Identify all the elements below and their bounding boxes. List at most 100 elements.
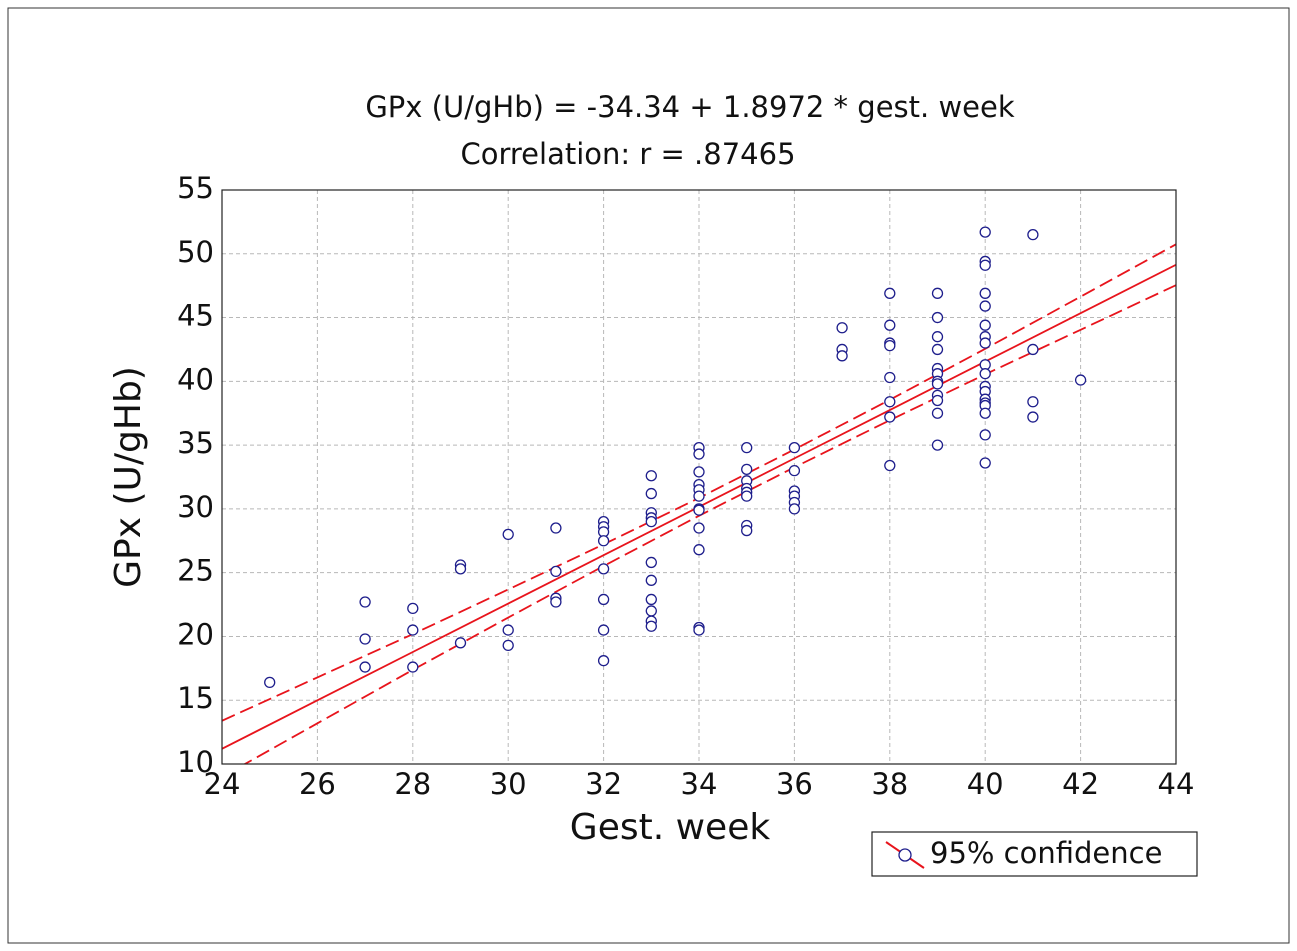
data-point [884, 339, 896, 352]
data-point [550, 522, 562, 534]
data-point [1027, 228, 1039, 241]
data-point [931, 343, 944, 356]
data-point [645, 487, 657, 500]
data-point [597, 563, 610, 575]
data-point [645, 556, 657, 569]
x-tick-label: 44 [1158, 767, 1195, 801]
data-point [836, 322, 848, 334]
data-point [884, 287, 896, 299]
data-point [884, 319, 896, 331]
x-tick-label: 36 [776, 767, 813, 801]
data-point [931, 311, 944, 324]
data-point [264, 676, 276, 689]
data-point [645, 574, 657, 586]
data-point [407, 624, 419, 636]
data-point [645, 620, 657, 632]
data-point [979, 226, 991, 238]
data-point [884, 411, 896, 423]
legend-marker [898, 848, 912, 862]
data-point [979, 457, 991, 469]
data-point [407, 661, 419, 673]
data-point [693, 624, 705, 636]
data-point [645, 515, 657, 528]
y-tick-label: 55 [177, 171, 214, 205]
data-point [979, 337, 991, 349]
y-tick-label: 15 [177, 681, 214, 715]
data-point [788, 503, 801, 515]
data-point [884, 396, 896, 408]
data-point [979, 407, 991, 419]
legend: 95% confidence [871, 831, 1198, 877]
legend-box [871, 831, 1198, 877]
data-point [597, 655, 610, 667]
data-point [741, 442, 753, 454]
y-tick-label: 10 [177, 745, 214, 779]
data-point [788, 464, 801, 477]
x-tick-label: 24 [204, 767, 241, 801]
x-tick-label: 34 [681, 767, 718, 801]
chart-subtitle: Correlation: r = .87465 [460, 137, 795, 171]
x-tick-label: 28 [394, 767, 431, 801]
y-tick-label: 40 [177, 362, 214, 396]
data-point [931, 439, 944, 451]
data-point [693, 504, 705, 516]
data-point [979, 300, 991, 312]
x-axis-label: Gest. week [570, 807, 771, 848]
data-point [931, 287, 944, 299]
data-point [550, 596, 562, 608]
data-point [979, 287, 991, 299]
y-axis-label: GPx (U/gHb) [108, 366, 149, 588]
x-tick-label: 38 [871, 767, 908, 801]
data-point [884, 371, 896, 384]
data-point [359, 596, 371, 608]
data-point [788, 442, 801, 454]
chart-title: GPx (U/gHb) = -34.34 + 1.8972 * gest. we… [365, 90, 1015, 124]
plot-border [221, 189, 1177, 765]
y-tick-label: 50 [177, 235, 214, 269]
data-point [1027, 343, 1039, 356]
data-point [741, 490, 753, 502]
data-point [359, 633, 371, 645]
data-point [597, 593, 610, 606]
data-point [979, 319, 991, 331]
data-point [884, 459, 896, 472]
data-point [693, 522, 705, 534]
data-point [597, 624, 610, 636]
data-point [645, 605, 657, 617]
data-point [1074, 374, 1087, 386]
y-tick-label: 30 [177, 490, 214, 524]
data-point [931, 394, 944, 407]
data-point [359, 661, 371, 673]
data-point [693, 448, 705, 460]
data-point [979, 368, 991, 380]
data-point [931, 378, 944, 390]
x-tick-label: 42 [1062, 767, 1099, 801]
y-tick-label: 45 [177, 299, 214, 333]
data-point [836, 350, 848, 362]
data-point [454, 637, 467, 649]
plot-area [222, 226, 1176, 764]
data-point [1027, 396, 1039, 408]
x-tick-label: 30 [490, 767, 527, 801]
ticks: 24 26 28 30 32 34 36 38 40 42 44 10 15 20 25 30 35 40 45 50… [177, 171, 1194, 801]
data-point [931, 331, 944, 343]
data-point [741, 524, 753, 537]
data-point [645, 470, 657, 482]
x-tick-label: 32 [585, 767, 622, 801]
data-point [645, 593, 657, 606]
legend-label: 95% confidence [930, 836, 1162, 870]
data-point [931, 407, 944, 419]
y-tick-label: 20 [177, 617, 214, 651]
data-point [741, 463, 753, 475]
data-point [454, 563, 467, 575]
data-point [502, 639, 514, 652]
data-point [502, 528, 514, 541]
data-point [407, 602, 419, 615]
y-tick-label: 25 [177, 554, 214, 588]
data-point [979, 259, 991, 271]
data-point [502, 624, 514, 636]
data-point [693, 544, 705, 556]
data-point [1027, 411, 1039, 423]
x-tick-label: 40 [967, 767, 1004, 801]
